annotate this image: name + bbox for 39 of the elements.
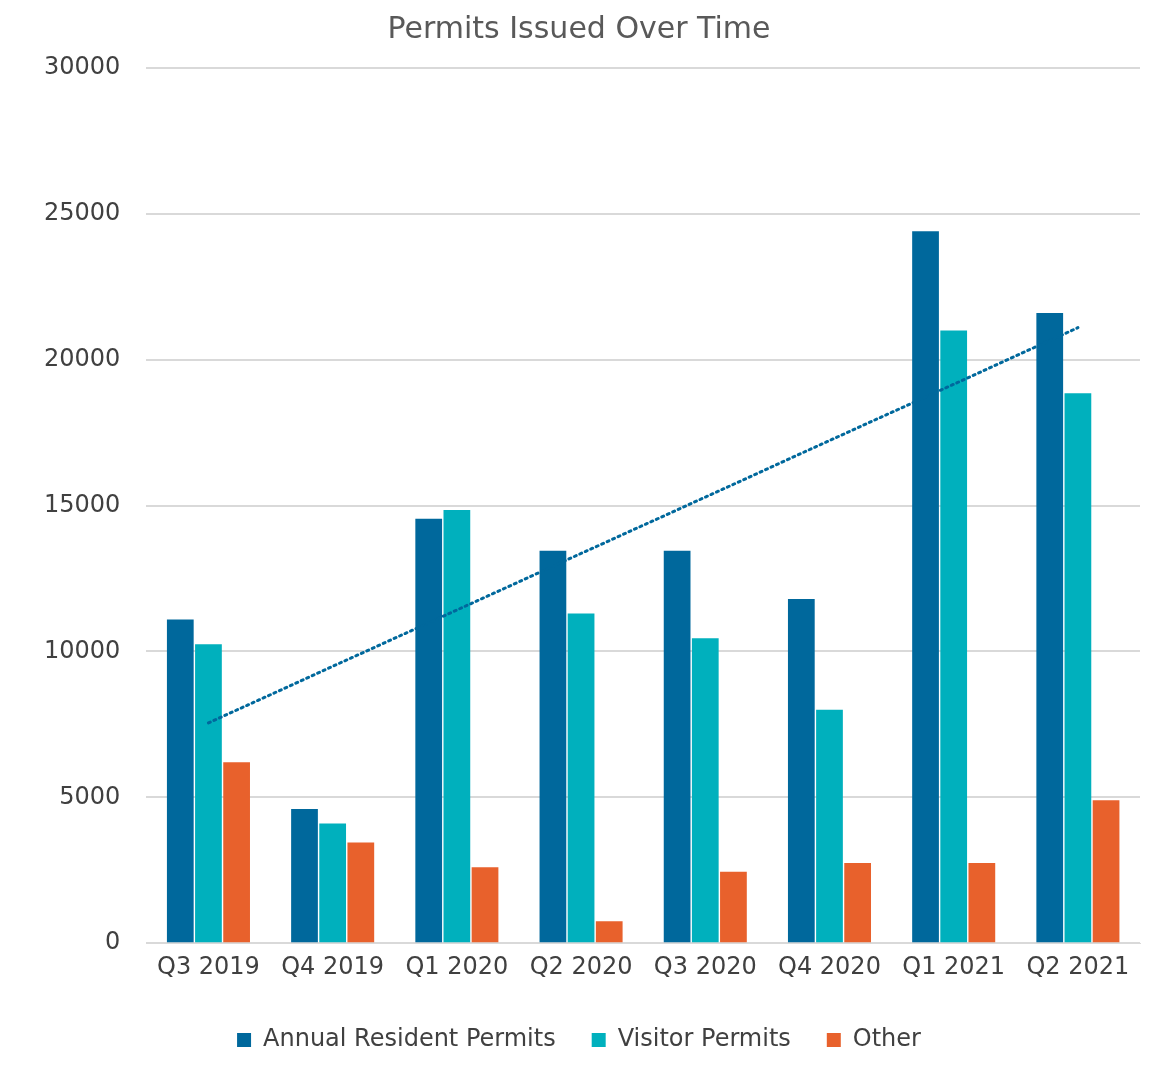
y-tick-label: 20000: [43, 343, 121, 372]
legend-label: Visitor Permits: [617, 1024, 791, 1053]
y-tick-label: 0: [105, 927, 121, 956]
bar: [595, 921, 623, 943]
bar: [1092, 800, 1120, 943]
x-tick-label: Q4 2019: [281, 951, 385, 980]
x-tick-label: Q3 2020: [653, 951, 757, 980]
legend-label: Annual Resident Permits: [263, 1024, 556, 1053]
x-tick-label: Q3 2019: [157, 951, 260, 980]
y-tick-label: 25000: [43, 198, 121, 227]
y-tick-label: 30000: [43, 52, 121, 81]
bar: [691, 638, 719, 943]
y-tick-label: 15000: [43, 489, 121, 518]
bar: [844, 862, 872, 943]
bar: [291, 809, 318, 943]
bar: [720, 871, 747, 943]
bar: [195, 644, 222, 943]
x-tick-label: Q1 2020: [405, 951, 509, 980]
chart-title: Permits Issued Over Time: [387, 9, 771, 45]
x-tick-label: Q2 2020: [529, 951, 633, 980]
bar: [223, 762, 250, 943]
bar: [1064, 393, 1092, 943]
bar: [940, 330, 968, 943]
bar: [443, 509, 471, 943]
bar: [567, 613, 595, 943]
bar: [471, 867, 499, 943]
bar: [319, 823, 347, 943]
bar: [663, 550, 691, 943]
x-tick-label: Q4 2020: [778, 951, 881, 980]
bar: [347, 842, 375, 943]
bar: [787, 598, 815, 943]
bar: [816, 709, 843, 943]
bar: [166, 619, 194, 943]
bar: [968, 862, 996, 943]
x-tick-label: Q2 2021: [1026, 951, 1130, 980]
legend-label: Other: [852, 1024, 922, 1053]
x-tick-label: Q1 2021: [902, 951, 1006, 980]
y-tick-label: 5000: [59, 781, 121, 810]
y-tick-label: 10000: [43, 635, 121, 664]
